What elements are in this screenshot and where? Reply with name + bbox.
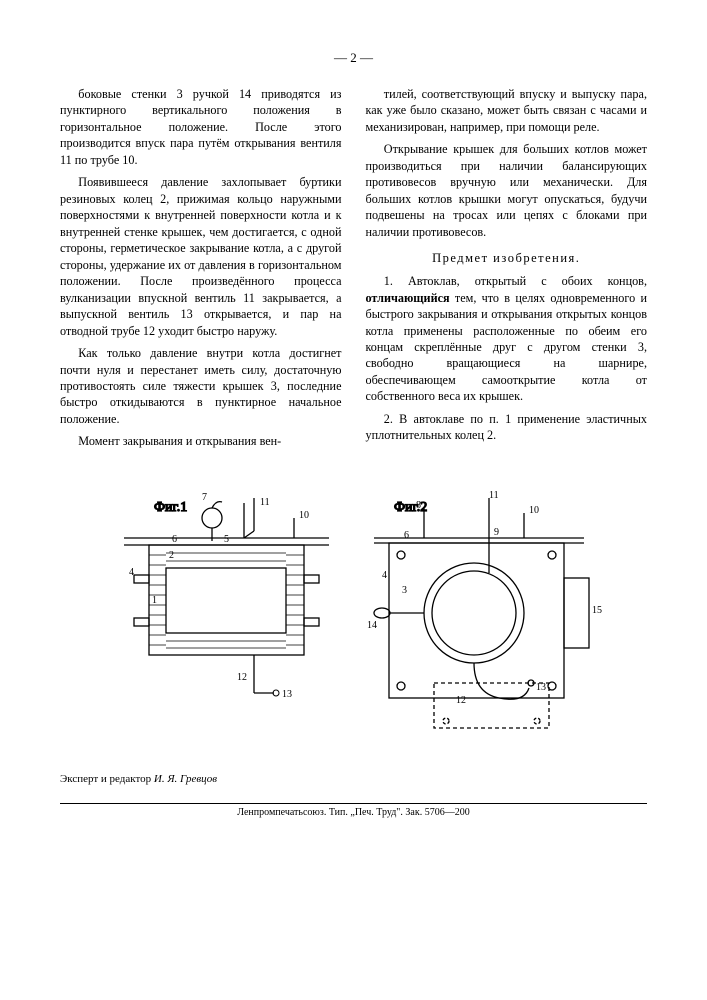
- claim-1: 1. Автоклав, открытый с обоих концов, от…: [366, 273, 648, 405]
- svg-text:15: 15: [592, 605, 602, 616]
- svg-text:8: 8: [416, 500, 421, 511]
- figures: Фиг.1: [60, 483, 647, 743]
- claim-2: 2. В автоклаве по п. 1 применение эласти…: [366, 411, 648, 444]
- expert-line: Эксперт и редактор И. Я. Гревцов: [60, 773, 647, 785]
- svg-text:9: 9: [494, 527, 499, 538]
- claims-title: Предмет изобретения.: [366, 250, 648, 267]
- svg-text:4: 4: [382, 570, 387, 581]
- svg-text:13: 13: [282, 689, 292, 700]
- svg-text:10: 10: [529, 505, 539, 516]
- svg-text:12: 12: [456, 695, 466, 706]
- svg-text:11: 11: [489, 490, 499, 501]
- imprint-line: Ленпромпечатьсоюз. Тип. „Печ. Труд". Зак…: [60, 803, 647, 818]
- svg-text:2: 2: [169, 550, 174, 561]
- para-1: боковые стенки 3 ручкой 14 приводятся из…: [60, 86, 342, 168]
- svg-text:6: 6: [404, 530, 409, 541]
- svg-text:5: 5: [224, 534, 229, 545]
- para-3: Как только давление внутри котла достигн…: [60, 345, 342, 427]
- svg-text:14: 14: [367, 620, 377, 631]
- technical-drawing: Фиг.1: [94, 483, 614, 743]
- svg-text:13: 13: [536, 682, 546, 693]
- svg-text:11: 11: [260, 497, 270, 508]
- para-4: Момент закрывания и открывания вен-: [60, 433, 342, 449]
- para-2: Появившееся давление захлопывает буртики…: [60, 174, 342, 339]
- body-columns: боковые стенки 3 ручкой 14 приводятся из…: [60, 86, 647, 453]
- svg-text:7: 7: [202, 492, 207, 503]
- para-6: Открывание крышек для больших котлов мож…: [366, 141, 648, 240]
- svg-text:12: 12: [237, 672, 247, 683]
- svg-text:10: 10: [299, 510, 309, 521]
- svg-text:6: 6: [172, 534, 177, 545]
- svg-text:4: 4: [129, 567, 134, 578]
- para-5: тилей, соответствующий впуску и выпуску …: [366, 86, 648, 135]
- fig2-label: Фиг.2: [394, 500, 427, 515]
- svg-text:3: 3: [402, 585, 407, 596]
- fig1-label: Фиг.1: [154, 500, 187, 515]
- svg-text:1: 1: [152, 595, 157, 606]
- page-number: — 2 —: [60, 50, 647, 66]
